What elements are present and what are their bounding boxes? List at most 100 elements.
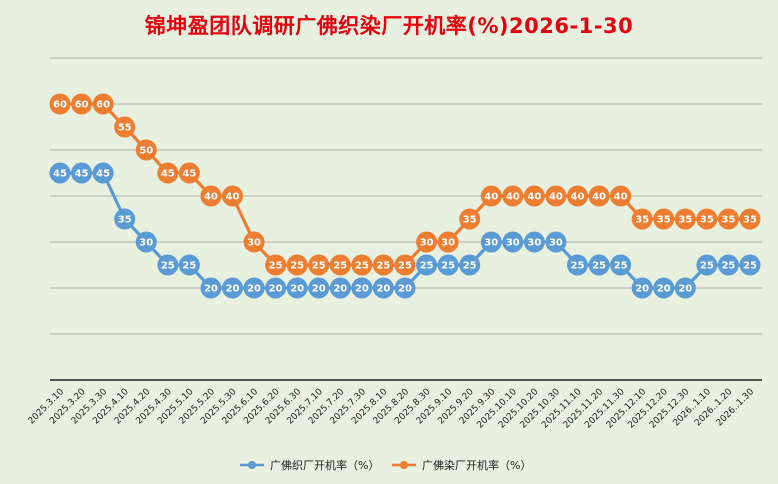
data-label: 20 bbox=[290, 284, 304, 295]
data-point bbox=[394, 277, 416, 299]
data-label: 40 bbox=[506, 192, 520, 203]
series-2: 60 60 60 55 50 45 45 40 40 30 25 25 25 25 25 25 25 30 30 35… bbox=[49, 93, 761, 276]
data-point bbox=[567, 254, 588, 276]
data-label: 30 bbox=[549, 238, 563, 249]
data-label: 20 bbox=[204, 284, 218, 295]
data-point bbox=[71, 93, 93, 115]
data-point bbox=[222, 277, 243, 299]
data-label: 25 bbox=[161, 261, 175, 272]
data-point bbox=[222, 185, 243, 207]
data-label: 30 bbox=[484, 238, 498, 249]
data-label: 25 bbox=[571, 261, 585, 272]
data-label: 30 bbox=[441, 238, 455, 249]
data-label: 25 bbox=[441, 261, 455, 272]
data-point bbox=[394, 254, 416, 276]
data-point bbox=[351, 277, 373, 299]
data-point bbox=[588, 254, 610, 276]
data-label: 45 bbox=[182, 169, 196, 180]
data-point bbox=[372, 254, 394, 276]
data-point bbox=[610, 185, 632, 207]
data-label: 25 bbox=[269, 261, 283, 272]
data-label: 35 bbox=[657, 215, 671, 226]
data-label: 35 bbox=[721, 215, 735, 226]
data-label: 20 bbox=[657, 284, 671, 295]
data-label: 45 bbox=[96, 169, 110, 180]
data-point bbox=[674, 277, 696, 299]
data-point bbox=[717, 208, 739, 230]
data-point bbox=[92, 162, 114, 184]
data-label: 60 bbox=[96, 100, 110, 111]
data-label: 40 bbox=[571, 192, 585, 203]
data-point bbox=[416, 254, 438, 276]
data-point bbox=[49, 93, 71, 115]
data-label: 40 bbox=[204, 192, 218, 203]
data-label: 20 bbox=[635, 284, 649, 295]
data-label: 40 bbox=[226, 192, 240, 203]
data-point bbox=[674, 208, 696, 230]
data-label: 40 bbox=[484, 192, 498, 203]
data-label: 20 bbox=[247, 284, 261, 295]
data-label: 25 bbox=[290, 261, 304, 272]
data-label: 60 bbox=[75, 100, 89, 111]
data-label: 35 bbox=[635, 215, 649, 226]
data-point bbox=[265, 254, 287, 276]
data-point bbox=[157, 254, 179, 276]
legend-marker bbox=[248, 461, 256, 469]
data-label: 20 bbox=[398, 284, 412, 295]
data-label: 20 bbox=[355, 284, 369, 295]
chart-title: 锦坤盈团队调研广佛织染厂开机率(%)2026-1-30 bbox=[144, 14, 634, 38]
data-point bbox=[631, 277, 653, 299]
data-point bbox=[286, 254, 308, 276]
data-point bbox=[523, 185, 545, 207]
data-point bbox=[265, 277, 287, 299]
series-layer: 45 45 45 35 30 25 25 20 20 20 20 20 20 20 20 20 20 25 25 25… bbox=[49, 93, 761, 299]
data-point bbox=[739, 208, 761, 230]
data-label: 40 bbox=[614, 192, 628, 203]
data-label: 25 bbox=[463, 261, 477, 272]
data-point bbox=[502, 231, 524, 253]
data-label: 40 bbox=[592, 192, 606, 203]
data-label: 25 bbox=[420, 261, 434, 272]
data-label: 40 bbox=[549, 192, 563, 203]
data-point bbox=[308, 277, 330, 299]
data-point bbox=[588, 185, 610, 207]
data-label: 20 bbox=[269, 284, 283, 295]
data-label: 25 bbox=[376, 261, 390, 272]
data-point bbox=[480, 231, 502, 253]
legend-item-2: 广佛染厂开机率（%） bbox=[392, 458, 531, 472]
data-point bbox=[329, 254, 351, 276]
data-point bbox=[114, 116, 136, 138]
data-label: 25 bbox=[743, 261, 757, 272]
data-label: 25 bbox=[614, 261, 628, 272]
data-point bbox=[286, 277, 308, 299]
data-point bbox=[459, 254, 481, 276]
data-point bbox=[567, 185, 588, 207]
data-label: 30 bbox=[247, 238, 261, 249]
data-point bbox=[653, 277, 675, 299]
data-label: 60 bbox=[53, 100, 67, 111]
data-point bbox=[243, 231, 265, 253]
data-point bbox=[135, 139, 157, 161]
data-label: 30 bbox=[420, 238, 434, 249]
data-label: 35 bbox=[743, 215, 757, 226]
data-label: 25 bbox=[333, 261, 347, 272]
data-point bbox=[696, 208, 718, 230]
data-point bbox=[717, 254, 739, 276]
data-point bbox=[437, 231, 459, 253]
data-point bbox=[653, 208, 675, 230]
data-point bbox=[739, 254, 761, 276]
data-label: 40 bbox=[527, 192, 541, 203]
data-point bbox=[329, 277, 351, 299]
data-label: 20 bbox=[226, 284, 240, 295]
data-point bbox=[459, 208, 481, 230]
data-point bbox=[437, 254, 459, 276]
data-label: 35 bbox=[463, 215, 477, 226]
data-label: 20 bbox=[678, 284, 692, 295]
data-label: 35 bbox=[118, 215, 132, 226]
series-line bbox=[60, 102, 750, 267]
data-label: 20 bbox=[376, 284, 390, 295]
data-label: 25 bbox=[700, 261, 714, 272]
data-label: 25 bbox=[312, 261, 326, 272]
